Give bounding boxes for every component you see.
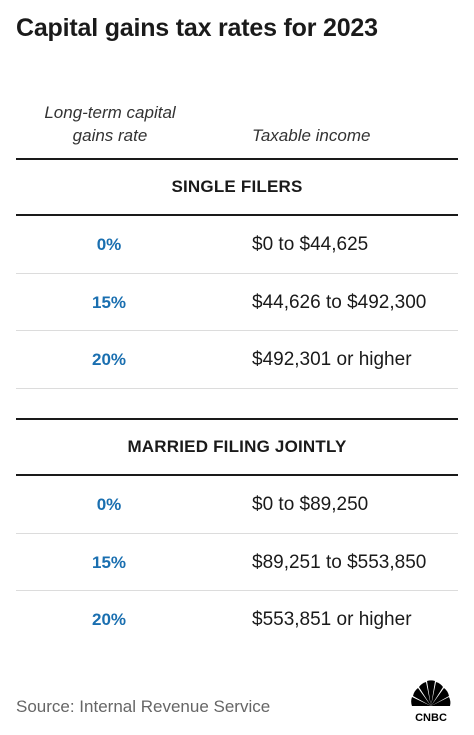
table-row: 0% $0 to $44,625 bbox=[16, 216, 458, 273]
rate-cell: 20% bbox=[91, 609, 127, 629]
rate-cell: 20% bbox=[91, 349, 127, 369]
rate-cell: 15% bbox=[91, 292, 127, 312]
rate-cell: 0% bbox=[96, 234, 122, 254]
section-title-married: MARRIED FILING JOINTLY bbox=[127, 437, 347, 456]
rate-column-header: Long-term capital gains rate bbox=[44, 103, 176, 145]
row-divider bbox=[16, 273, 458, 274]
rate-cell: 0% bbox=[96, 494, 122, 514]
row-divider bbox=[16, 590, 458, 591]
income-cell: $553,851 or higher bbox=[252, 608, 412, 630]
section-divider bbox=[16, 214, 458, 216]
section-divider bbox=[16, 418, 458, 420]
table-row: 15% $44,626 to $492,300 bbox=[16, 274, 458, 331]
header-divider bbox=[16, 158, 458, 160]
table-row: 0% $0 to $89,250 bbox=[16, 476, 458, 533]
section-divider bbox=[16, 474, 458, 476]
table-row: 15% $89,251 to $553,850 bbox=[16, 534, 458, 591]
row-divider bbox=[16, 330, 458, 331]
table-row: 20% $553,851 or higher bbox=[16, 591, 458, 648]
cnbc-logo-text: CNBC bbox=[415, 712, 447, 724]
cnbc-peacock-logo: CNBC bbox=[411, 680, 451, 724]
income-cell: $0 to $44,625 bbox=[252, 233, 369, 255]
income-cell: $492,301 or higher bbox=[252, 348, 412, 370]
income-cell: $0 to $89,250 bbox=[252, 493, 369, 515]
table-row: 20% $492,301 or higher bbox=[16, 331, 458, 388]
income-column-header: Taxable income bbox=[252, 126, 371, 145]
source-note: Source: Internal Revenue Service bbox=[16, 697, 271, 716]
row-divider bbox=[16, 533, 458, 534]
income-cell: $89,251 to $553,850 bbox=[252, 551, 427, 573]
section-title-single: SINGLE FILERS bbox=[171, 177, 303, 196]
income-cell: $44,626 to $492,300 bbox=[252, 291, 427, 313]
row-divider bbox=[16, 388, 458, 389]
rate-cell: 15% bbox=[91, 552, 127, 572]
chart-title: Capital gains tax rates for 2023 bbox=[16, 14, 378, 42]
